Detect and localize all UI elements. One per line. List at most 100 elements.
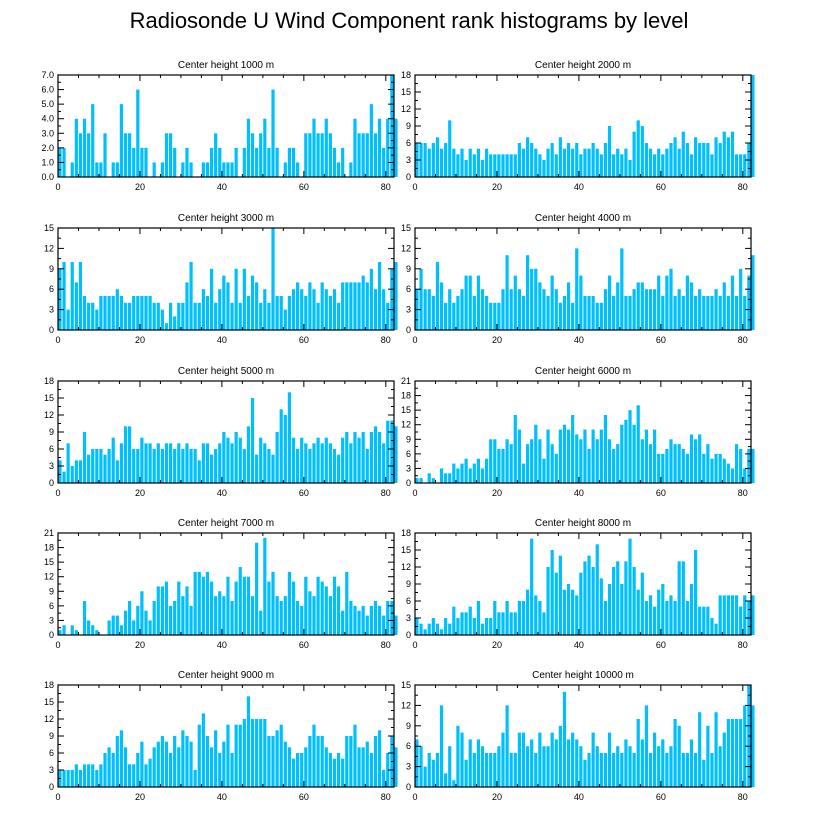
bar [66,770,70,787]
y-tick-label: 12 [401,700,411,710]
bar [501,154,505,177]
bar [640,126,644,177]
bar [365,282,369,330]
bar [636,719,640,787]
bar [123,133,128,177]
bar [677,725,681,787]
bar [62,625,66,635]
panel-title: Center height 7000 m [178,518,274,529]
bar [242,147,246,177]
bar [431,618,435,635]
bar [538,601,542,635]
x-tick-label: 40 [574,792,584,802]
bar [575,739,579,787]
bar [74,282,78,330]
bar [595,746,599,787]
bar [66,309,70,330]
bar [201,162,205,177]
bar [304,576,308,635]
bar [353,724,357,787]
bar [734,444,739,483]
bar [242,268,246,330]
bar [743,296,747,330]
y-tick-label: 12 [44,572,54,582]
bar [661,154,665,177]
bar [595,148,599,177]
bar [628,160,632,177]
bar [661,584,665,635]
bar [517,732,521,787]
bar [726,463,730,483]
y-tick-label: 12 [44,243,54,253]
bar [698,434,702,483]
y-tick-label: 1.0 [41,157,54,167]
bar [361,605,365,635]
bar [431,478,435,483]
bar [128,302,132,330]
bar [128,601,132,635]
bar [148,758,152,787]
bar [95,770,99,787]
y-tick-label: 21 [401,376,411,386]
bar [743,468,747,483]
bar [497,612,501,635]
bar [291,437,296,483]
bar [460,148,464,177]
y-tick-label: 9 [406,434,411,444]
bar [575,434,579,483]
bar [259,133,263,177]
bar [677,561,681,635]
bar [173,601,177,635]
bar [263,289,267,330]
bar [718,453,722,483]
bar [489,753,493,787]
bar [255,542,259,635]
bar [250,719,255,787]
bar [653,732,657,787]
bar [534,148,538,177]
bar [230,162,234,177]
bar [448,289,452,330]
bar [259,437,263,483]
bar [148,443,152,483]
bar [189,741,193,787]
bar [214,449,218,483]
bar [386,753,390,787]
bar [431,759,435,787]
bar [612,449,616,483]
bar [624,419,628,483]
bar [583,561,587,635]
bar [739,606,743,635]
bar [448,120,452,177]
bar [665,601,669,635]
bar [657,275,661,330]
bar [291,289,296,330]
bar [525,746,530,787]
bar [525,137,530,177]
bar [128,426,132,483]
bar [591,732,595,787]
bar [706,296,710,330]
bar [336,586,341,635]
bar [189,262,193,330]
bar [587,148,591,177]
bar [493,154,497,177]
bar [657,746,661,787]
bar [271,571,275,635]
bar [279,296,283,330]
bar [95,449,99,483]
bar [316,437,320,483]
bar [332,289,337,330]
bar [509,753,513,787]
bar [386,302,390,330]
bar [513,275,517,330]
x-tick-label: 0 [55,335,60,345]
bar [677,148,681,177]
bar [119,625,124,635]
bar [234,432,238,483]
bar [485,296,489,330]
x-tick-label: 20 [135,335,145,345]
bar [747,449,751,483]
bar [111,615,115,635]
bar [386,420,390,483]
